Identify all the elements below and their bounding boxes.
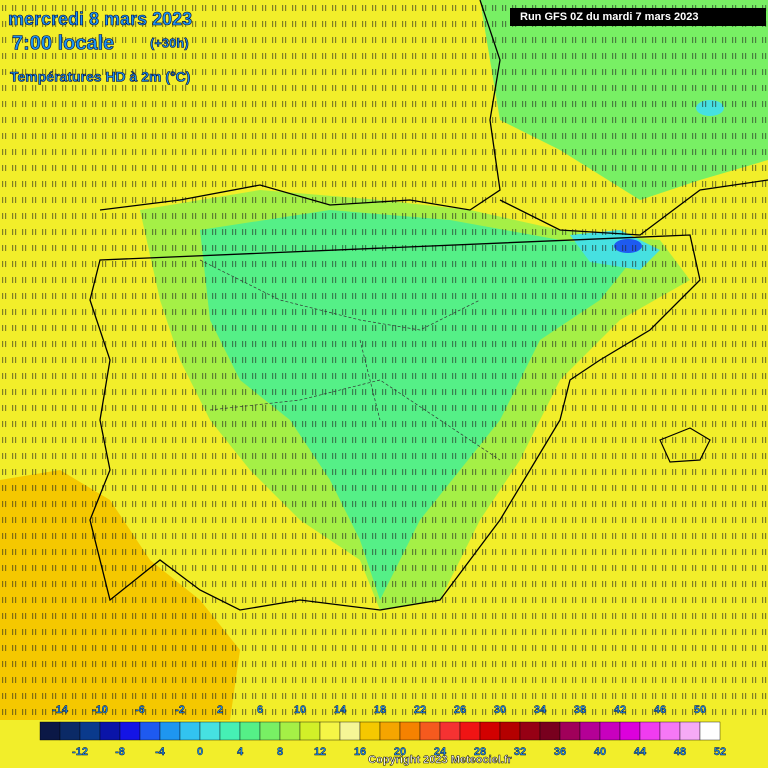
scale-label: 34 xyxy=(534,704,547,716)
scale-label: 16 xyxy=(354,746,366,758)
scale-swatch xyxy=(59,721,81,741)
scale-swatch xyxy=(299,721,321,741)
scale-label: 18 xyxy=(374,704,386,716)
scale-swatch xyxy=(219,721,241,741)
scale-label: 48 xyxy=(674,746,686,758)
scale-label: 14 xyxy=(334,704,347,716)
scale-label: 46 xyxy=(654,704,666,716)
scale-label: 30 xyxy=(494,704,506,716)
scale-swatch xyxy=(559,721,581,741)
scale-swatch xyxy=(399,721,421,741)
copyright: Copyright 2023 Meteociel.fr xyxy=(368,754,512,766)
variable: Températures HD à 2m (°C) xyxy=(10,69,190,85)
scale-label: -4 xyxy=(155,746,166,758)
scale-swatch xyxy=(339,721,361,741)
scale-swatch xyxy=(179,721,201,741)
scale-label: -6 xyxy=(135,704,145,716)
scale-swatch xyxy=(79,721,101,741)
scale-swatch xyxy=(259,721,281,741)
scale-label: -12 xyxy=(72,746,88,758)
scale-label: 6 xyxy=(257,704,263,716)
run-box xyxy=(510,8,766,26)
scale-label: 36 xyxy=(554,746,566,758)
borders xyxy=(199,259,501,461)
run: Run GFS 0Z du mardi 7 mars 2023 xyxy=(520,11,699,23)
scale-swatch xyxy=(699,721,721,741)
scale-label: -10 xyxy=(92,704,108,716)
scale-swatch xyxy=(379,721,401,741)
scale-label: 52 xyxy=(714,746,726,758)
scale-swatch xyxy=(499,721,521,741)
scale-swatch xyxy=(679,721,701,741)
scale-swatch xyxy=(279,721,301,741)
date: mercredi 8 mars 2023 xyxy=(8,9,192,29)
scale-label: 40 xyxy=(594,746,606,758)
scale-swatch xyxy=(639,721,661,741)
scale-label: 26 xyxy=(454,704,466,716)
scale-label: 0 xyxy=(197,746,203,758)
island xyxy=(659,427,711,463)
scale-label: 20 xyxy=(394,746,406,758)
scale-swatch xyxy=(659,721,681,741)
color-scale: -14-12-10-8-6-4-202468101214161820222426… xyxy=(39,704,726,758)
scale-label: -8 xyxy=(115,746,125,758)
scale-swatch xyxy=(119,721,141,741)
scale-label: 28 xyxy=(474,746,486,758)
scale-swatch xyxy=(579,721,601,741)
scale-swatch xyxy=(419,721,441,741)
scale-label: 4 xyxy=(237,746,244,758)
scale-swatch xyxy=(479,721,501,741)
scale-label: -14 xyxy=(52,704,69,716)
scale-swatch xyxy=(599,721,621,741)
lead: (+30h) xyxy=(150,35,189,50)
scale-swatch xyxy=(39,721,61,741)
scale-swatch xyxy=(139,721,161,741)
scale-swatch xyxy=(159,721,181,741)
scale-swatch xyxy=(519,721,541,741)
scale-swatch xyxy=(619,721,641,741)
scale-swatch xyxy=(99,721,121,741)
time: 7:00 locale xyxy=(12,32,114,54)
scale-label: -2 xyxy=(175,704,185,716)
scale-label: 50 xyxy=(694,704,706,716)
coastline xyxy=(89,0,768,611)
scale-label: 38 xyxy=(574,704,586,716)
scale-label: 42 xyxy=(614,704,626,716)
scale-swatch xyxy=(439,721,461,741)
scale-swatch xyxy=(359,721,381,741)
scale-swatch xyxy=(199,721,221,741)
scale-label: 24 xyxy=(434,746,447,758)
scale-swatch xyxy=(239,721,261,741)
scale-label: 32 xyxy=(514,746,526,758)
value-grid xyxy=(0,0,768,720)
scale-label: 22 xyxy=(414,704,426,716)
scale-label: 8 xyxy=(277,746,283,758)
scale-label: 2 xyxy=(217,704,223,716)
scale-swatch xyxy=(459,721,481,741)
scale-label: 44 xyxy=(634,746,647,758)
scale-swatch xyxy=(539,721,561,741)
scale-label: 12 xyxy=(314,746,326,758)
scale-label: 10 xyxy=(294,704,306,716)
scale-swatch xyxy=(319,721,341,741)
